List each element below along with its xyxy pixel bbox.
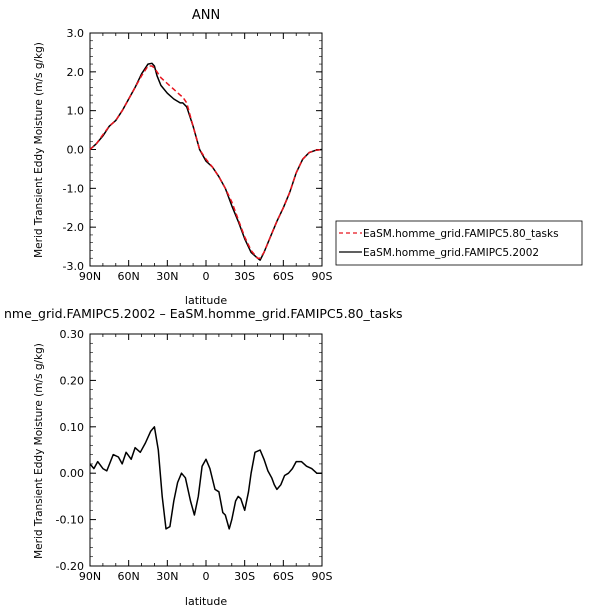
legend-box [335,220,583,266]
bottom-chart-title: nme_grid.FAMIPC5.2002 – EaSM.homme_grid.… [4,306,403,321]
bottom-frame [89,333,323,567]
bottom-y-tick-label: 0.10 [60,421,85,434]
legend: EaSM.homme_grid.FAMIPC5.80_tasks EaSM.ho… [335,220,583,266]
legend-label-2002: EaSM.homme_grid.FAMIPC5.2002 [363,247,539,259]
top-x-tick-label: 90N [79,270,101,283]
top-y-tick-label: 2.0 [67,66,85,79]
top-y-tick-label: -3.0 [63,260,84,273]
top-plot-area: 90N 60N 30N 0 30S 60S 90S 3.0 2.0 1.0 0.0 -1.0 -2.0 -… [63,27,333,283]
bottom-x-tick-label: 0 [203,570,210,583]
bottom-chart: nme_grid.FAMIPC5.2002 – EaSM.homme_grid.… [4,306,403,608]
top-y-tick-label: -2.0 [63,221,84,234]
bottom-y-tick-label: -0.10 [56,514,84,527]
bottom-chart-y-axis-label: Merid Transient Eddy Moisture (m/s g/kg) [33,343,45,559]
top-y-tick-label: -1.0 [63,182,84,195]
top-x-tick-label: 60N [118,270,140,283]
bottom-x-tick-label: 60N [118,570,140,583]
bottom-y-tick-label: 0.20 [60,374,85,387]
top-y-tick-label: 0.0 [67,144,85,157]
top-frame [89,32,323,267]
top-x-tick-label: 0 [203,270,210,283]
bottom-x-tick-label: 90S [312,570,333,583]
top-chart: ANN Merid Transient Eddy Moisture (m/s g… [33,8,333,307]
bottom-series-line-0 [89,426,322,530]
bottom-y-tick-label: 0.30 [60,328,85,341]
top-chart-y-axis-label: Merid Transient Eddy Moisture (m/s g/kg) [33,42,45,258]
top-series-line-1 [89,65,323,259]
top-x-tick-label: 30S [234,270,255,283]
bottom-chart-x-axis-label: latitude [185,595,227,608]
bottom-y-tick-label: -0.20 [56,560,84,573]
top-chart-x-axis-label: latitude [185,294,227,307]
top-chart-title: ANN [192,8,220,23]
top-y-tick-label: 1.0 [67,105,85,118]
bottom-x-tick-label: 30N [156,570,178,583]
top-y-tick-label: 3.0 [67,27,85,40]
top-x-tick-label: 60S [273,270,294,283]
bottom-x-tick-label: 60S [273,570,294,583]
bottom-plot-area: 90N 60N 30N 0 30S 60S 90S 0.30 0.20 0.10 0.00 -0.10… [56,328,333,583]
bottom-x-tick-label: 90N [79,570,101,583]
bottom-x-tick-label: 30S [234,570,255,583]
top-series-line-0 [89,62,323,261]
legend-label-80-tasks: EaSM.homme_grid.FAMIPC5.80_tasks [363,228,559,240]
top-x-tick-label: 90S [312,270,333,283]
bottom-y-tick-label: 0.00 [60,467,85,480]
top-x-tick-label: 30N [156,270,178,283]
